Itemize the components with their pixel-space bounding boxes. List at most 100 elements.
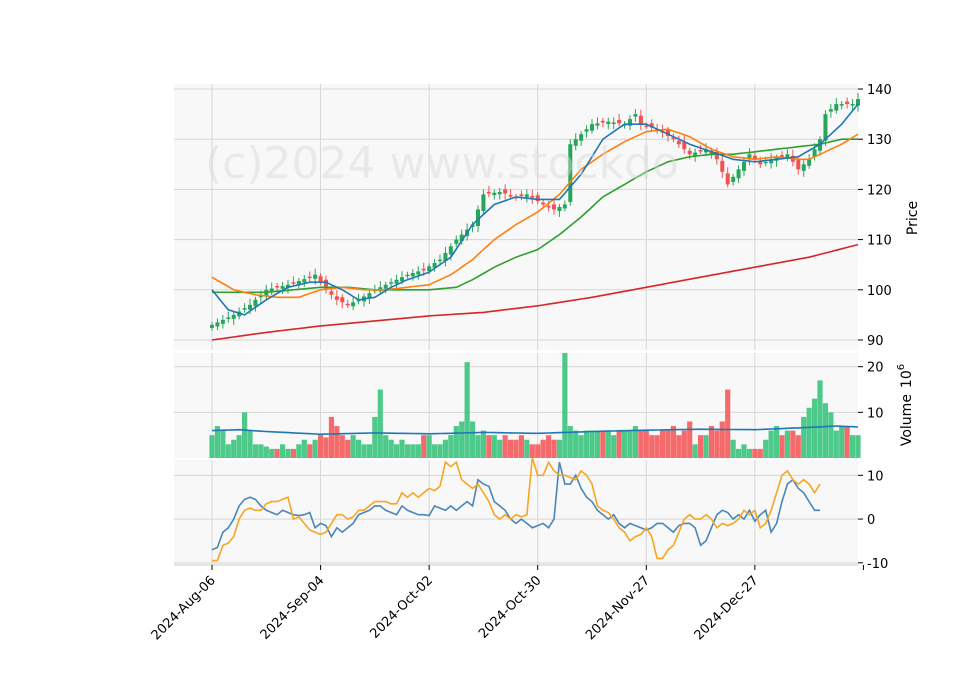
price-ytick-label: 140 [867,83,892,98]
candle [253,296,258,312]
candle [807,154,812,169]
volume-bar [621,430,628,458]
volume-bar [752,448,758,458]
candle-body [296,280,301,285]
candle [828,104,833,118]
candle-body [313,274,318,279]
candle [590,119,594,134]
candle [318,273,323,286]
candle-body [698,150,703,152]
volume-bar [714,430,720,458]
price-ytick-label: 120 [867,183,892,198]
candle-body [628,119,632,126]
volume-bar [231,439,237,458]
volume-bar [600,430,606,458]
candle-body [524,194,529,198]
volume-bar [437,444,443,458]
volume-bar [605,430,611,458]
candle-body [492,192,497,196]
candle [242,303,247,313]
price-ytick-label: 130 [867,133,892,148]
volume-bar [844,426,850,458]
volume-bar [708,426,715,458]
candle [725,167,730,188]
volume-bar [393,444,400,458]
volume-bar [486,435,492,458]
moving-average-line-3 [212,138,858,294]
candle [611,117,616,130]
candle-body [215,322,220,327]
volume-bar [290,448,297,458]
candle [671,133,676,143]
candle-body [307,276,312,279]
volume-bar [301,439,307,458]
candle-body [834,104,839,111]
volume-bar [654,435,660,458]
candle [736,165,741,183]
candle-body [785,154,790,158]
candle [568,139,573,206]
candle-body [220,319,225,324]
moving-average-line-4 [211,243,859,341]
volume-bar [676,435,682,458]
volume-bar [475,435,481,458]
volume-bar [524,439,530,458]
volume-bar [551,439,557,458]
candle-body [828,109,833,112]
candle-body [595,123,600,126]
volume-axis-title: Volume 106 [896,364,915,446]
watermark: (c)2024 www.stockdo [205,138,679,189]
candle [280,281,285,295]
candle-body [226,317,231,319]
candle-body [508,195,513,197]
volume-bar [497,439,503,458]
candle-body [280,286,285,289]
volume-bar [241,412,248,458]
volume-bar [366,444,373,458]
candle [801,160,806,177]
volume-bar [404,444,411,458]
volume-bar [589,430,595,458]
volume-ytick-label: 10 [867,406,884,421]
x-tick-label: 2024-Oct-02 [367,573,435,641]
candle-body [666,130,670,136]
x-tick-label: 2024-Sep-04 [258,573,328,643]
volume-bar [583,430,590,458]
candle-body [481,194,486,211]
oscillator-panel: -10 0 10 [174,457,888,572]
candle [552,198,556,215]
volume-bar [730,439,736,458]
moving-average-line-2 [211,128,859,299]
svg-text:Volume106: Volume 106 [896,364,915,446]
candle-body [568,144,573,202]
volume-bar [681,430,687,458]
volume-bar [491,435,497,458]
volume-bar [719,421,725,458]
volume-bar [328,416,335,458]
candle-body [389,282,394,284]
volume-bar [312,439,318,458]
volume-bar [757,448,763,458]
volume-bar [790,430,796,458]
x-tick-label: 2024-Nov-27 [583,573,653,643]
volume-bar [562,353,568,458]
volume-bar [453,426,459,458]
candle-body [638,115,643,125]
candle-body [242,308,247,310]
candle [345,299,350,308]
candle [497,187,502,200]
volume-bar [784,430,791,458]
candle [296,277,301,289]
volume-ytick-label: 20 [867,361,884,376]
candle-body [720,160,725,172]
volume-bar [556,439,563,458]
candle-body [459,234,464,242]
candle [394,274,399,290]
volume-bar [578,435,584,458]
candle [508,189,513,199]
candle [834,98,839,114]
candle-body [324,279,328,290]
candle-body [796,159,801,170]
candle-body [856,99,860,106]
candle-body [704,149,708,153]
